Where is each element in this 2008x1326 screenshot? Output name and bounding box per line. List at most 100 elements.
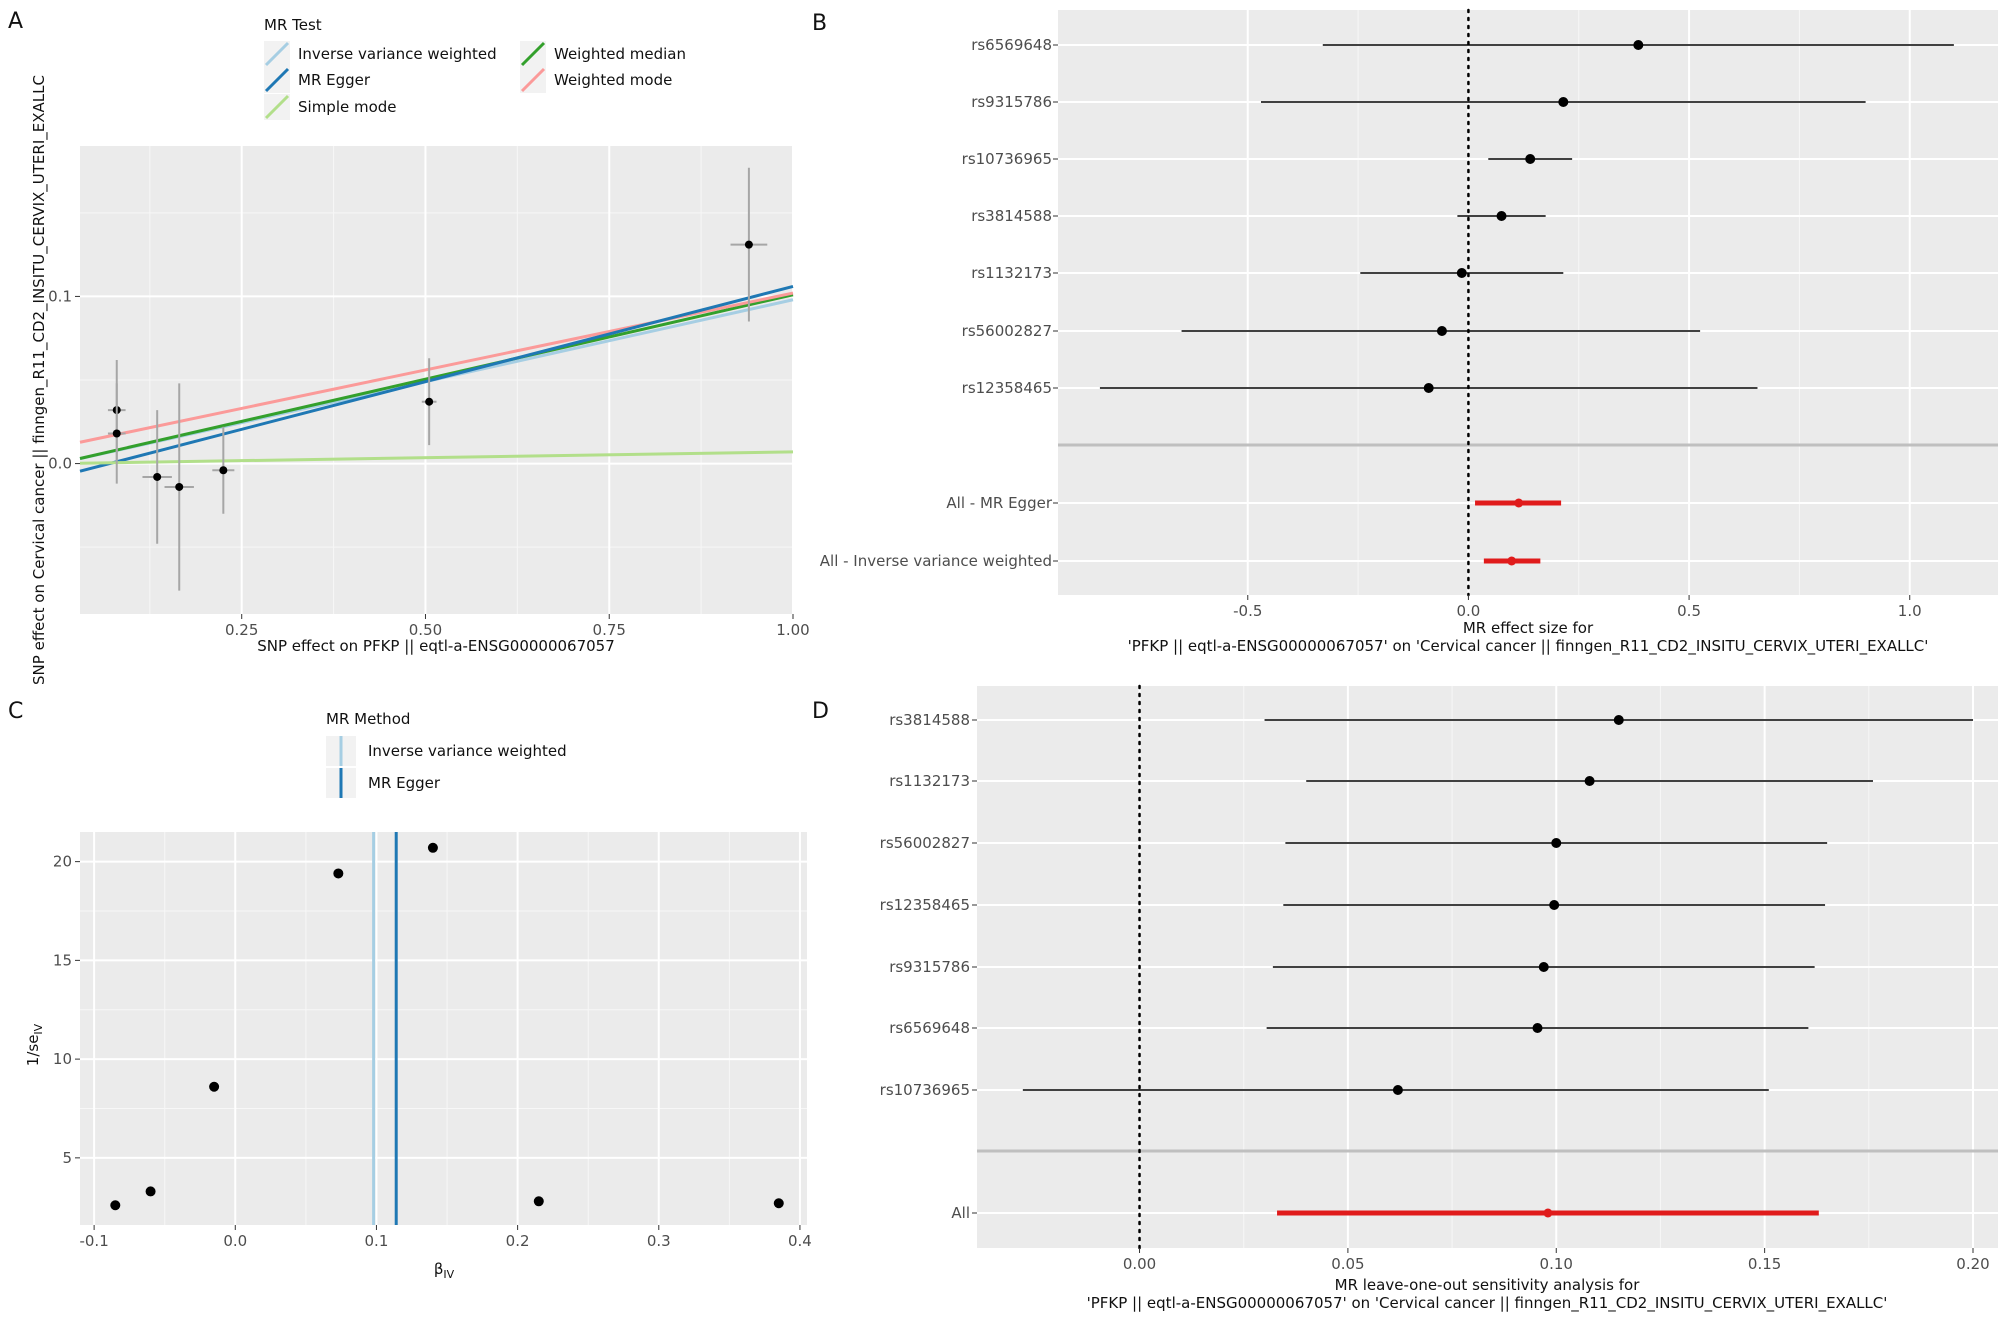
- panel-d-row-label: rs3814588: [889, 711, 970, 729]
- panel-c-y-label: 1/seIV: [24, 1023, 45, 1066]
- panel-c-x-tick-label: 0.3: [647, 1232, 671, 1250]
- panel-c-legend-title: MR Method: [326, 710, 410, 728]
- panel-d-row-point: [1532, 1023, 1543, 1033]
- panel-c-point: [533, 1196, 544, 1207]
- panel-a-legend-label: Inverse variance weighted: [298, 45, 497, 63]
- panel-a-legend-swatch: [264, 41, 290, 67]
- panel-c-point: [145, 1186, 156, 1197]
- panel-a-point-dot: [744, 240, 753, 249]
- panel-d-forest: rs3814588 rs1132173 rs56002827 rs12358465 rs…: [880, 684, 1998, 1313]
- panel-b-row-label: rs1132173: [971, 264, 1052, 282]
- panel-a-line-mr-egger: [79, 284, 794, 473]
- panel-label-a: A: [8, 9, 23, 34]
- panel-c-plot-area: [80, 832, 807, 1225]
- panel-a-legend-label: MR Egger: [298, 71, 371, 89]
- panel-d-row: rs6569648: [889, 1019, 1809, 1037]
- panel-b-summary-row: All - Inverse variance weighted: [820, 552, 1541, 570]
- panel-b-row: rs1132173: [971, 264, 1564, 282]
- panel-a-legend-swatch: [264, 94, 290, 120]
- panel-b-row-label: rs6569648: [971, 36, 1052, 54]
- panel-b-forest: rs6569648 rs9315786 rs10736965 rs3814588 rs1…: [820, 8, 1998, 656]
- panel-c-x-label: βIV: [434, 1260, 455, 1281]
- panel-b-row-point: [1496, 211, 1507, 221]
- panel-c-point: [110, 1200, 121, 1211]
- panel-b-row: rs3814588: [971, 207, 1546, 225]
- panel-d-row-label: rs12358465: [880, 896, 970, 914]
- panel-a-x-tick-label: 0.50: [409, 621, 442, 639]
- panel-c-point: [427, 842, 438, 853]
- panel-a-legend-item: Weighted mode: [520, 67, 672, 93]
- panel-b-row-label: rs12358465: [962, 379, 1052, 397]
- panel-a-point: [421, 358, 437, 446]
- panel-a-point: [164, 383, 194, 591]
- panel-b-x-tick-label: 1.0: [1898, 602, 1922, 620]
- panel-b-row-point: [1558, 97, 1569, 107]
- panel-b-row: rs6569648: [971, 36, 1954, 54]
- panel-c-legend-item: Inverse variance weighted: [326, 736, 567, 766]
- panel-label-d: D: [812, 699, 829, 724]
- panel-c-x-tick-label: 0.2: [506, 1232, 530, 1250]
- panel-d-row-label: rs56002827: [880, 834, 970, 852]
- panel-d-row: rs3814588: [889, 711, 1973, 729]
- panel-a-point: [142, 410, 172, 544]
- panel-b-row: rs12358465: [962, 379, 1758, 397]
- panel-a-point-dot: [153, 472, 162, 481]
- panel-b-x-tick-label: -0.5: [1233, 602, 1262, 620]
- panel-a-line-simple-mode: [79, 450, 794, 465]
- panel-d-x-tick-label: 0.15: [1748, 1255, 1781, 1273]
- panel-c-x-tick-label: 0.4: [788, 1232, 812, 1250]
- panel-b-x-tick-label: 0.5: [1677, 602, 1701, 620]
- panel-a-legend: MR Test Inverse variance weighted MR Egge…: [264, 16, 686, 120]
- panel-b-x-tick-label: 0.0: [1456, 602, 1480, 620]
- panel-a-x-tick-label: 1.00: [776, 621, 809, 639]
- panel-a-legend-item: Weighted median: [520, 41, 686, 67]
- panel-a-point-dot: [219, 466, 228, 475]
- panel-c-funnel: MR Method Inverse variance weighted MR Eg…: [24, 710, 812, 1281]
- panel-b-summary-point: [1514, 498, 1524, 508]
- panel-c-y-tick-label: 20: [53, 853, 72, 871]
- panel-b-row-point: [1436, 326, 1447, 336]
- panel-d-row-label: rs6569648: [889, 1019, 970, 1037]
- panel-a-legend-label: Weighted mode: [554, 71, 672, 89]
- panel-d-row-point: [1538, 962, 1549, 972]
- panel-c-point: [333, 868, 344, 879]
- panel-d-row-label: rs1132173: [889, 772, 970, 790]
- panel-d-row: rs9315786: [889, 958, 1815, 976]
- panel-b-row: rs10736965: [962, 150, 1573, 168]
- panel-b-summary-point: [1507, 556, 1517, 566]
- panel-c-legend: MR Method Inverse variance weighted MR Eg…: [326, 710, 567, 798]
- panel-a-point: [730, 167, 768, 322]
- panel-a-point: [212, 426, 235, 514]
- panel-b-summary-label: All - Inverse variance weighted: [820, 552, 1052, 570]
- panel-b-summary-row: All - MR Egger: [946, 494, 1562, 512]
- panel-b-row: rs9315786: [971, 93, 1866, 111]
- panel-b-row-point: [1456, 268, 1467, 278]
- panel-a-x-tick-label: 0.75: [593, 621, 626, 639]
- panel-b-plot-area: [1058, 10, 1998, 595]
- panel-a-legend-swatch: [520, 67, 546, 93]
- panel-a-legend-label: Simple mode: [298, 98, 397, 116]
- panel-d-x-tick-label: 0.20: [1956, 1255, 1989, 1273]
- panel-b-row-label: rs10736965: [962, 150, 1052, 168]
- panel-d-summary-row: All: [951, 1204, 1819, 1222]
- panel-d-row: rs12358465: [880, 896, 1826, 914]
- panel-a-legend-label: Weighted median: [554, 45, 686, 63]
- panel-d-row: rs56002827: [880, 834, 1828, 852]
- panel-c-y-tick-label: 5: [62, 1149, 72, 1167]
- panel-a-legend-swatch: [264, 67, 290, 93]
- panel-d-summary-point: [1543, 1208, 1553, 1218]
- panel-b-row-point: [1525, 154, 1536, 164]
- panel-a-point-dot: [425, 397, 434, 406]
- panel-a-x-label: SNP effect on PFKP || eqtl-a-ENSG0000006…: [257, 637, 615, 655]
- panel-a-line-weighted-median: [79, 293, 794, 460]
- panel-a-legend-item: MR Egger: [264, 67, 371, 93]
- panel-c-legend-label: Inverse variance weighted: [368, 742, 567, 760]
- panel-c-point: [209, 1081, 220, 1092]
- panel-a-x-tick-label: 0.25: [225, 621, 258, 639]
- panel-a-y-label: SNP effect on Cervical cancer || finngen…: [30, 75, 49, 685]
- panel-b-x-label-line: MR effect size for: [1463, 619, 1594, 637]
- panel-b-row: rs56002827: [962, 322, 1701, 340]
- panel-d-row-point: [1549, 900, 1560, 910]
- panel-b-row-point: [1633, 40, 1644, 50]
